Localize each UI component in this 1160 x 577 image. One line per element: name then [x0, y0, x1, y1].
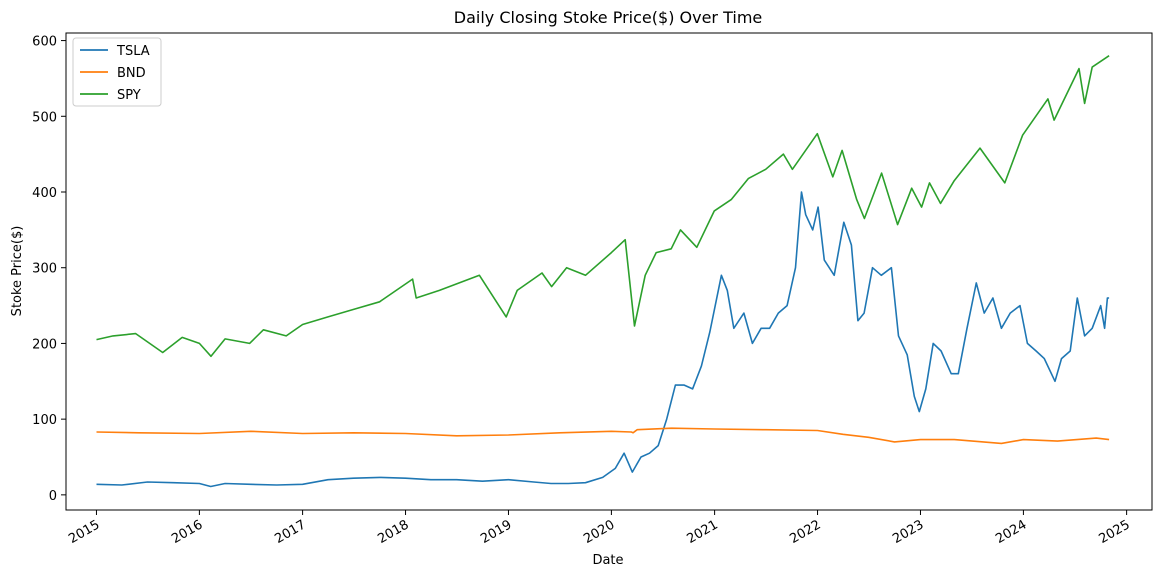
legend-label-tsla: TSLA [116, 44, 150, 59]
y-tick-label: 100 [32, 413, 57, 428]
y-tick-label: 0 [49, 489, 57, 504]
plot-frame [65, 32, 1153, 511]
chart-title: Daily Closing Stoke Price($) Over Time [454, 8, 763, 27]
plot-area [65, 32, 1153, 511]
y-tick-label: 200 [32, 337, 57, 352]
y-tick-label: 600 [32, 35, 57, 50]
series-line-spy [96, 55, 1110, 358]
x-axis-title: Date [592, 553, 623, 568]
legend-box [72, 37, 162, 107]
y-tick-label: 400 [32, 186, 57, 201]
y-axis-title: Stoke Price($) [10, 226, 25, 317]
series-line-bnd [96, 427, 1110, 445]
legend-label-bnd: BND [117, 66, 146, 81]
y-tick-label: 300 [32, 262, 57, 277]
legend-label-spy: SPY [117, 88, 141, 103]
series-line-tsla [96, 191, 1110, 488]
legend: TSLA BND SPY [72, 37, 162, 107]
series-layer [96, 55, 1110, 488]
y-axis: 0 100 200 300 400 500 600 [32, 35, 66, 504]
y-tick-label: 500 [32, 110, 57, 125]
